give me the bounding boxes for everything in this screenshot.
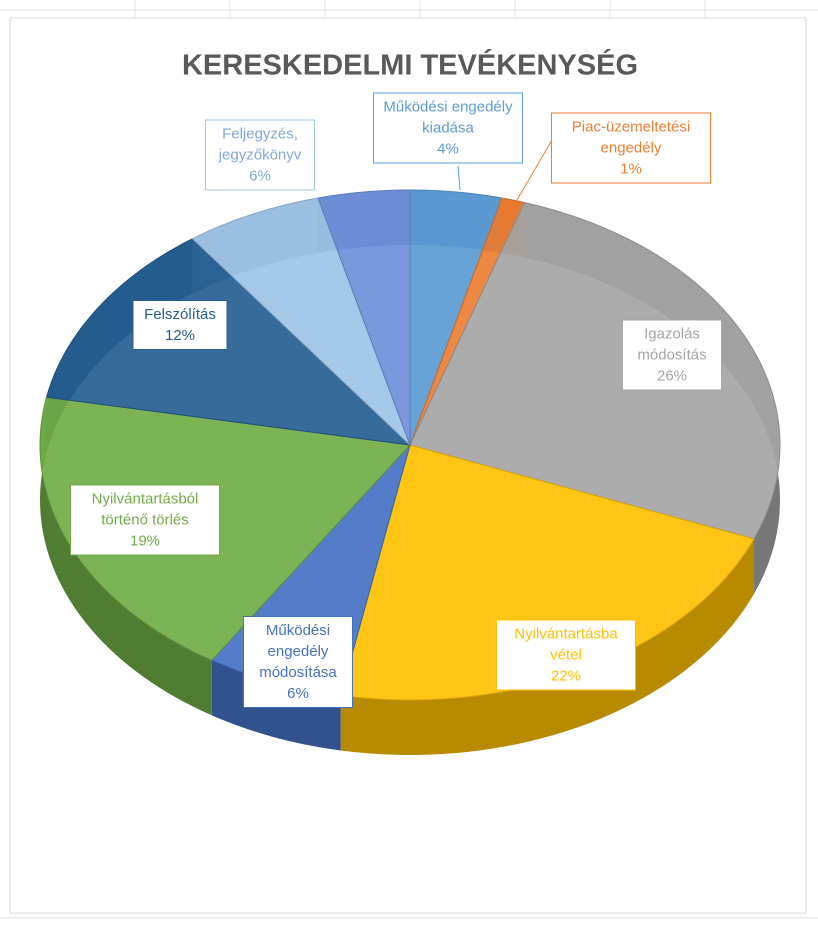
data-label: Működési engedély módosítása 6% bbox=[243, 616, 353, 708]
label-text: Feljegyzés, jegyzőkönyv bbox=[218, 125, 302, 164]
label-text: Működési engedély módosítása bbox=[259, 622, 337, 681]
slice-side bbox=[40, 397, 212, 716]
label-text: Igazolás módosítás bbox=[637, 325, 707, 364]
label-text: Felszólítás bbox=[144, 306, 216, 323]
label-text: 1% bbox=[620, 160, 642, 178]
slice bbox=[409, 189, 503, 446]
label-text: Nyilvántartásból történő törlés bbox=[91, 490, 199, 529]
label-text: Piac-üzemeltetési engedély bbox=[571, 118, 691, 157]
slice-side bbox=[340, 538, 755, 755]
label-text: 26% bbox=[656, 367, 688, 385]
label-text: 4% bbox=[437, 140, 459, 158]
slice bbox=[191, 197, 411, 446]
label-text: Működési engedély kiadása bbox=[383, 98, 513, 137]
leader-line bbox=[457, 165, 461, 191]
label-text: 6% bbox=[249, 167, 271, 185]
slice bbox=[45, 238, 412, 446]
data-label: Feljegyzés, jegyzőkönyv 6% bbox=[205, 119, 315, 191]
label-text: 6% bbox=[287, 685, 309, 702]
chart-title: KERESKEDELMI TEVÉKENYSÉG bbox=[182, 48, 638, 82]
data-label: Piac-üzemeltetési engedély 1% bbox=[551, 112, 711, 184]
label-text: 12% bbox=[164, 327, 196, 344]
data-label: Működési engedély kiadása 4% bbox=[373, 92, 523, 164]
slice bbox=[317, 189, 411, 446]
slice bbox=[409, 201, 781, 540]
label-text: 22% bbox=[550, 667, 582, 685]
data-label: Igazolás módosítás 26% bbox=[622, 319, 722, 391]
label-text: 19% bbox=[129, 532, 161, 550]
label-text: Nyilvántartásba vétel bbox=[514, 625, 618, 664]
data-label: Nyilvántartásból történő törlés 19% bbox=[70, 484, 220, 556]
data-label: Nyilvántartásba vétel 22% bbox=[496, 619, 636, 691]
data-label: Felszólítás 12% bbox=[132, 300, 228, 350]
leader-line bbox=[516, 139, 553, 201]
